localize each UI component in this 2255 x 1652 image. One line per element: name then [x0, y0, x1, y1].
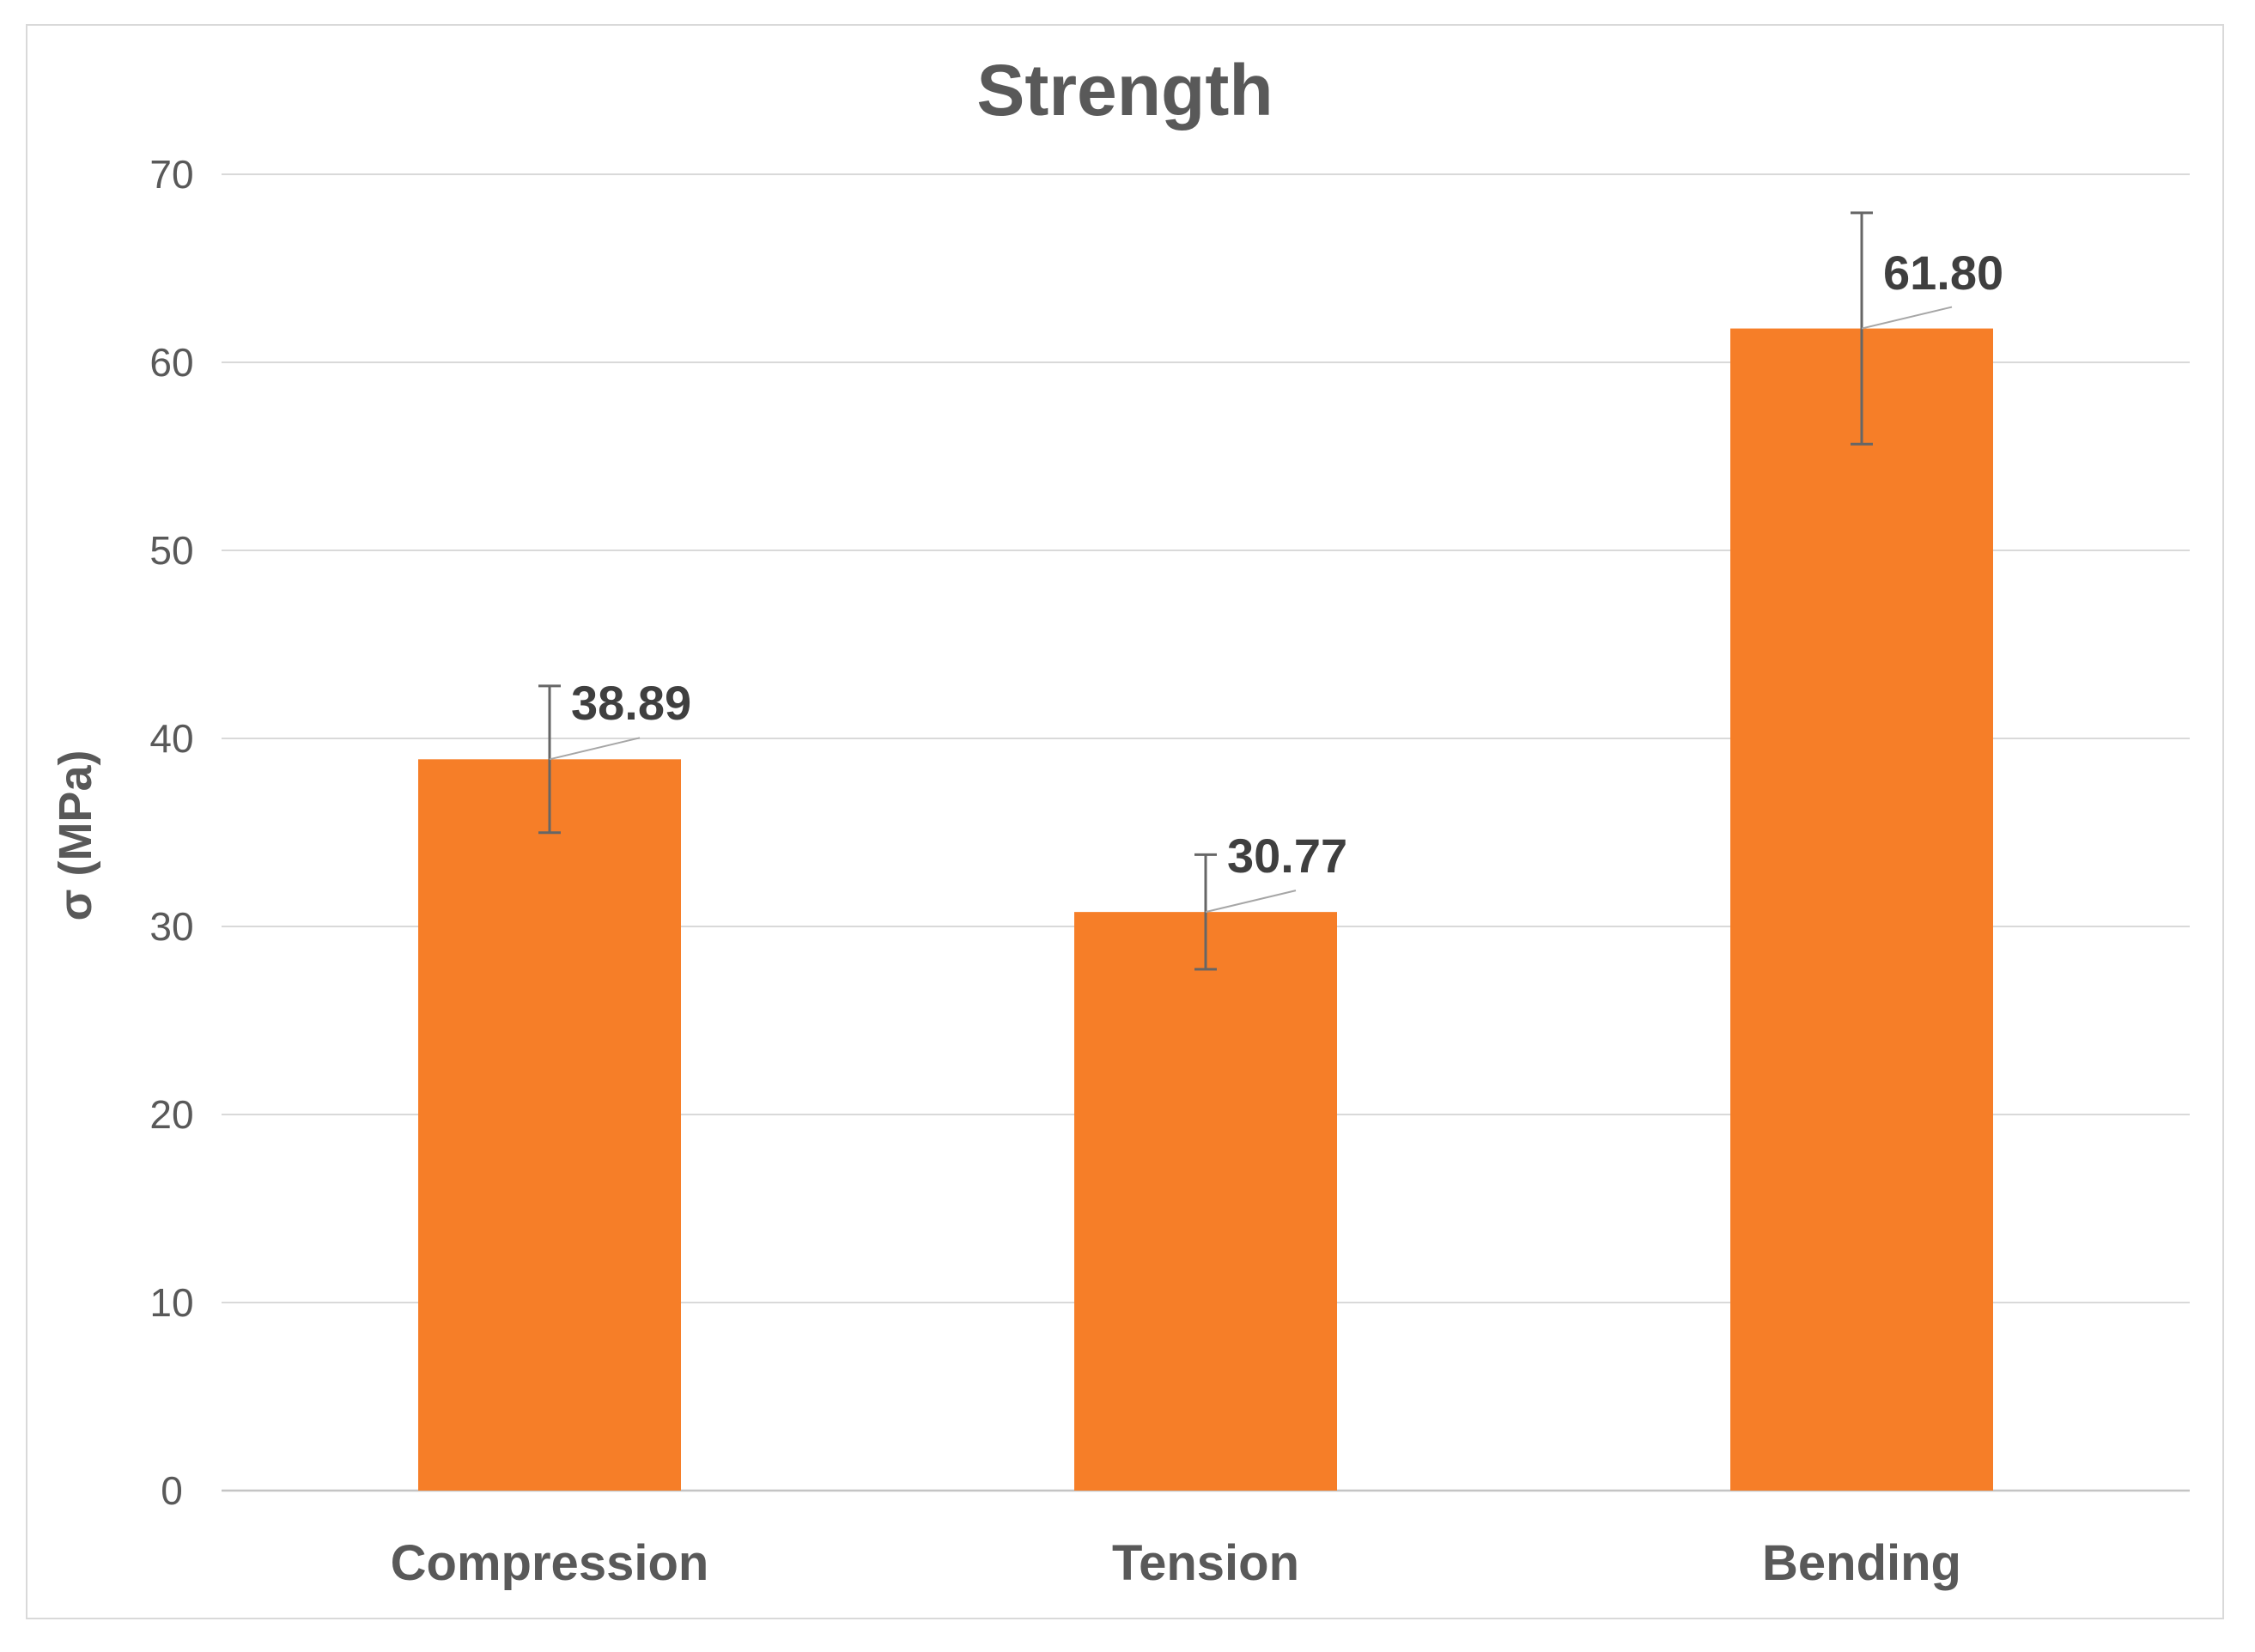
bar-bending	[1730, 328, 1993, 1491]
y-tick-label-20: 20	[149, 1092, 194, 1137]
data-label-leader-line	[1205, 890, 1297, 914]
data-label-bending: 61.80	[1883, 245, 2004, 300]
chart-title: Strength	[976, 49, 1273, 131]
category-label-compression: Compression	[390, 1535, 709, 1591]
bar-tension	[1074, 912, 1337, 1491]
data-label-tension: 30.77	[1227, 829, 1348, 884]
data-label-leader-line	[549, 737, 641, 761]
y-tick-label-10: 10	[149, 1280, 194, 1325]
y-tick-label-0: 0	[161, 1468, 183, 1513]
y-tick-label-40: 40	[149, 716, 194, 761]
y-tick-label-60: 60	[149, 340, 194, 385]
y-tick-label-30: 30	[149, 904, 194, 949]
bar-compression	[418, 759, 681, 1491]
data-label-compression: 38.89	[571, 676, 692, 731]
y-tick-label-50: 50	[149, 528, 194, 573]
category-label-tension: Tension	[1111, 1535, 1300, 1591]
category-label-bending: Bending	[1762, 1535, 1961, 1591]
data-label-leader-line	[1861, 306, 1953, 330]
y-tick-label-70: 70	[149, 152, 194, 197]
